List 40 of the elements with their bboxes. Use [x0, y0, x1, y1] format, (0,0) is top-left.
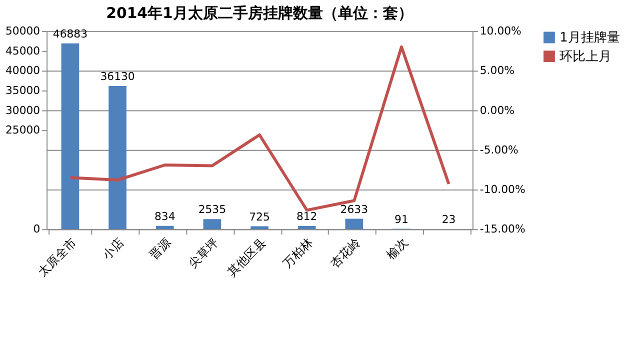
x-tick-label: 小店	[100, 235, 126, 262]
legend-label: 1月挂牌量	[560, 30, 620, 46]
data-label: 2633	[340, 202, 368, 216]
data-label: 23	[442, 213, 456, 226]
bar	[108, 86, 126, 230]
y2-tick-label: 5.00%	[480, 64, 514, 78]
line-series	[68, 45, 450, 212]
x-tick-label: 尖草坪	[186, 235, 222, 270]
data-label: 812	[296, 210, 318, 224]
x-tick-label: 榆次	[384, 235, 410, 262]
y-tick-label: 25000	[6, 124, 40, 137]
chart-title: 2014年1月太原二手房挂牌数量（单位：套）	[106, 4, 413, 22]
data-label: 2535	[198, 203, 226, 216]
x-tick-label: 杏花岭	[328, 235, 364, 270]
legend-label: 环比上月	[560, 49, 612, 64]
y-tick-label: 35000	[6, 84, 40, 97]
x-tick-label: 晋源	[146, 235, 174, 262]
y2-tick-label: -5.00%	[480, 143, 518, 156]
y2-tick-label: 0.00%	[480, 104, 514, 117]
y-tick-label: 30000	[6, 104, 40, 117]
bar	[203, 219, 222, 230]
x-tick-label: 太原全市	[35, 235, 80, 279]
bar	[298, 226, 316, 230]
data-label: 46883	[52, 27, 88, 40]
data-label: 36130	[100, 70, 135, 84]
y2-tick-label: -15.00%	[480, 222, 526, 236]
y2-tick-label: -10.00%	[480, 183, 526, 196]
x-tick-label: 万柏林	[280, 235, 316, 270]
bar	[61, 43, 80, 230]
y-tick-label: 40000	[6, 64, 40, 78]
y2-tick-label: 10.00%	[480, 24, 522, 38]
data-label: 834	[154, 210, 176, 223]
bar	[345, 218, 364, 230]
x-tick-label: 其他区县	[224, 235, 268, 279]
y-tick-label: 0	[33, 222, 40, 236]
bar	[156, 226, 174, 230]
y-tick-label: 45000	[6, 44, 40, 58]
y-tick-label: 50000	[6, 24, 40, 38]
data-label: 725	[249, 210, 270, 224]
data-label: 91	[394, 212, 408, 226]
